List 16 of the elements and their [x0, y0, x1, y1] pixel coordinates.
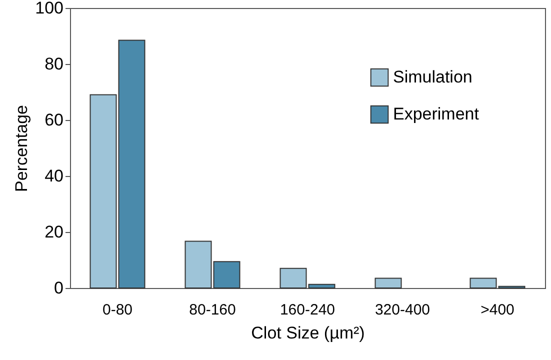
y-tick-label: 0 — [54, 278, 64, 298]
legend-label: Experiment — [393, 104, 480, 124]
x-tick-label: 160-240 — [280, 302, 336, 318]
bar — [374, 278, 402, 288]
x-tick-label: 320-400 — [374, 302, 430, 318]
x-axis-title: Clot Size (µm²) — [251, 324, 365, 342]
x-tick-label: 80-160 — [189, 302, 236, 318]
x-tick-label: >400 — [480, 302, 514, 318]
y-tick-label: 80 — [44, 54, 64, 74]
y-tick-label: 40 — [44, 166, 64, 186]
x-tick-label: 0-80 — [102, 302, 133, 318]
y-tick-label: 100 — [35, 0, 64, 18]
y-axis-title: Percentage — [12, 105, 32, 192]
y-tick-label: 20 — [44, 222, 64, 242]
legend-label: Simulation — [393, 68, 472, 86]
y-tick-label: 60 — [44, 110, 64, 130]
